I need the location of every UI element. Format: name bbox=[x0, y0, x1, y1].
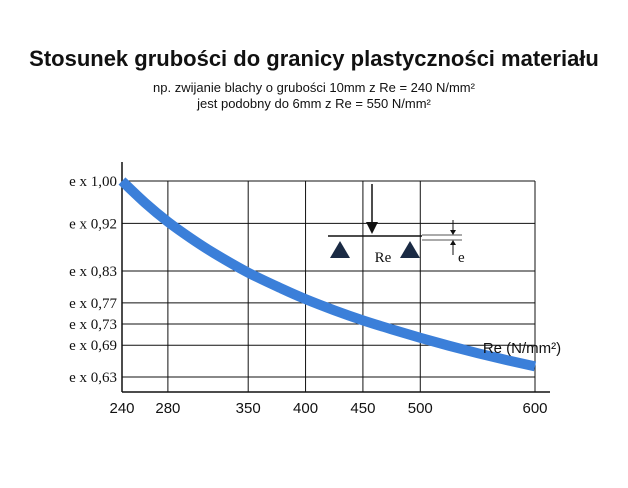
x-tick-label-600: 600 bbox=[522, 400, 547, 417]
chart-title: Stosunek grubości do granicy plastycznoś… bbox=[29, 46, 599, 71]
thickness-label: e bbox=[458, 250, 465, 266]
x-tick-label-400: 400 bbox=[293, 400, 318, 417]
bending-diagram: Re e bbox=[328, 184, 465, 266]
y-tick-label-0: e x 1,00 bbox=[69, 174, 117, 190]
x-tick-label-500: 500 bbox=[408, 400, 433, 417]
x-tick-label-280: 280 bbox=[155, 400, 180, 417]
y-tick-label-4: e x 0,73 bbox=[69, 317, 117, 333]
axis-layer bbox=[121, 162, 550, 393]
x-tick-label-450: 450 bbox=[350, 400, 375, 417]
y-tick-label-3: e x 0,77 bbox=[69, 296, 117, 312]
y-tick-label-6: e x 0,63 bbox=[69, 370, 117, 386]
y-tick-label-1: e x 0,92 bbox=[69, 216, 117, 232]
y-tick-label-2: e x 0,83 bbox=[69, 264, 117, 280]
series-layer bbox=[118, 177, 537, 372]
series-line bbox=[118, 177, 537, 372]
grid-layer bbox=[122, 180, 536, 392]
x-tick-label-350: 350 bbox=[236, 400, 261, 417]
x-axis-label: Re (N/mm²) bbox=[483, 340, 561, 357]
chart-subtitle-line-2: jest podobny do 6mm z Re = 550 N/mm² bbox=[197, 96, 431, 111]
tick-layer: 240 280 350 400 450 500 600 e x 1,00 e x 0,92 e x… bbox=[69, 174, 547, 417]
thickness-arrow-bottom-head bbox=[450, 240, 456, 245]
force-label: Re bbox=[375, 250, 392, 266]
y-tick-label-5: e x 0,69 bbox=[69, 338, 117, 354]
right-support-icon bbox=[400, 241, 420, 258]
thickness-arrow-top-head bbox=[450, 230, 456, 235]
chart-subtitle-line-1: np. zwijanie blachy o grubości 10mm z Re… bbox=[153, 80, 475, 95]
x-tick-label-240: 240 bbox=[109, 400, 134, 417]
force-arrow-head bbox=[366, 222, 378, 234]
left-support-icon bbox=[330, 241, 350, 258]
